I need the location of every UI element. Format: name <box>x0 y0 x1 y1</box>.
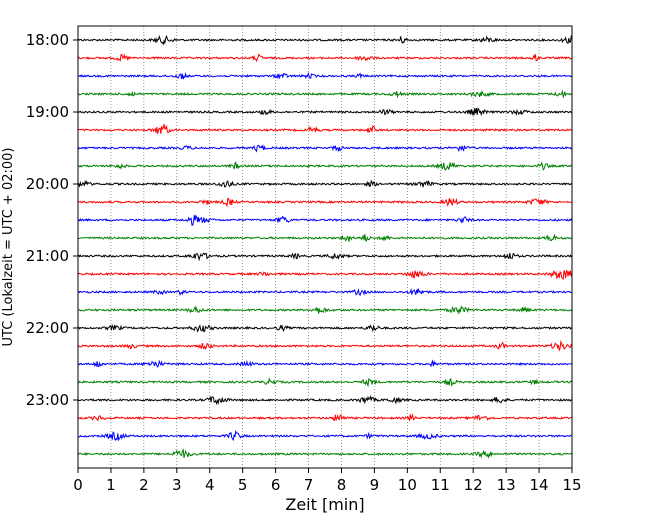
trace-2100 <box>77 252 573 262</box>
trace-1915 <box>77 123 573 134</box>
y-axis-ticks: 18:00 19:00 20:00 21:00 22:00 23:00 <box>26 31 78 409</box>
x-tick-label-15: 15 <box>562 476 581 494</box>
x-tick-label-12: 12 <box>464 476 483 494</box>
trace-2045 <box>77 233 573 242</box>
trace-1845 <box>77 89 573 99</box>
trace-2200 <box>77 324 573 333</box>
x-tick-label-4: 4 <box>205 476 215 494</box>
y-tick-label-2000: 20:00 <box>26 175 69 193</box>
trace-2245 <box>77 377 573 388</box>
trace-2330 <box>77 429 573 442</box>
trace-2030 <box>77 214 573 226</box>
trace-1930 <box>77 144 573 153</box>
trace-1945 <box>77 161 573 172</box>
x-tick-label-11: 11 <box>431 476 450 494</box>
trace-1900 <box>77 107 573 117</box>
x-axis-label: Zeit [min] <box>285 495 364 514</box>
trace-1800 <box>77 34 573 46</box>
x-tick-label-8: 8 <box>337 476 347 494</box>
trace-1815 <box>77 53 573 63</box>
x-axis-ticks: 0 1 2 3 4 5 6 7 8 9 10 11 12 13 14 15 <box>73 468 582 494</box>
x-tick-label-14: 14 <box>530 476 549 494</box>
x-tick-label-10: 10 <box>398 476 417 494</box>
trace-2345 <box>77 448 573 460</box>
x-tick-label-7: 7 <box>304 476 314 494</box>
trace-2000 <box>77 179 573 188</box>
x-tick-label-3: 3 <box>172 476 182 494</box>
y-tick-label-1800: 18:00 <box>26 31 69 49</box>
y-axis-label: UTC (Lokalzeit = UTC + 02:00) <box>1 148 16 347</box>
trace-2145 <box>77 305 573 315</box>
y-tick-label-2300: 23:00 <box>26 391 69 409</box>
x-tick-label-9: 9 <box>370 476 380 494</box>
x-tick-label-6: 6 <box>271 476 281 494</box>
y-tick-label-1900: 19:00 <box>26 103 69 121</box>
trace-2230 <box>77 359 573 368</box>
trace-2115 <box>77 270 573 281</box>
trace-2130 <box>77 287 573 297</box>
trace-2300 <box>77 394 573 406</box>
x-tick-label-5: 5 <box>238 476 248 494</box>
y-tick-label-2200: 22:00 <box>26 319 69 337</box>
y-tick-label-2100: 21:00 <box>26 247 69 265</box>
x-tick-label-1: 1 <box>106 476 116 494</box>
trace-2015 <box>77 197 573 208</box>
x-tick-label-0: 0 <box>73 476 83 494</box>
trace-1830 <box>77 71 573 80</box>
x-tick-label-2: 2 <box>139 476 149 494</box>
seismogram-traces <box>77 34 573 460</box>
plot-frame <box>77 25 573 469</box>
x-tick-label-13: 13 <box>497 476 516 494</box>
trace-2215 <box>77 339 573 352</box>
trace-2315 <box>77 412 573 422</box>
